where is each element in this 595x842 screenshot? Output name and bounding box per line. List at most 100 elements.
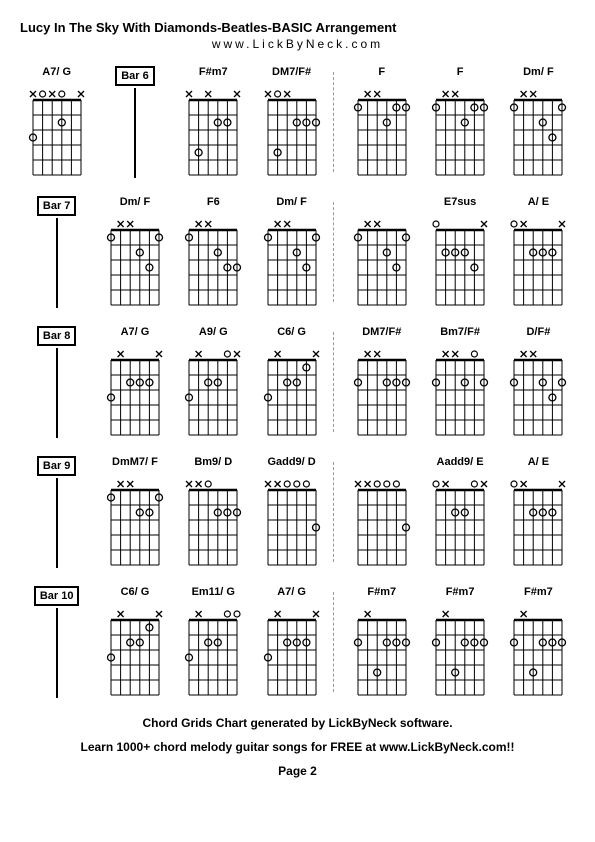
chord-name: DM7/F# bbox=[255, 66, 328, 80]
chord-diagram bbox=[430, 212, 490, 307]
chord-diagram bbox=[262, 342, 322, 437]
chord-cell: D/F# bbox=[502, 326, 575, 437]
chord-name: Gadd9/ D bbox=[255, 456, 328, 470]
chord-name bbox=[345, 456, 418, 470]
chord-name: C6/ G bbox=[98, 586, 171, 600]
chord-cell: Dm/ F bbox=[502, 66, 575, 177]
chord-name: A7/ G bbox=[255, 586, 328, 600]
chord-name: Aadd9/ E bbox=[423, 456, 496, 470]
chord-cell bbox=[345, 196, 418, 307]
chord-diagram bbox=[183, 342, 243, 437]
beat-spacer bbox=[333, 202, 340, 302]
chord-cell: Bm7/F# bbox=[423, 326, 496, 437]
chord-diagram bbox=[105, 602, 165, 697]
chord-cell: F bbox=[423, 66, 496, 177]
chord-diagram bbox=[105, 472, 165, 567]
bar-label: Bar 6 bbox=[115, 66, 155, 86]
chord-name: Bm9/ D bbox=[177, 456, 250, 470]
chord-diagram bbox=[508, 82, 568, 177]
chord-diagram bbox=[262, 82, 322, 177]
chord-diagram bbox=[183, 212, 243, 307]
chord-cell: C6/ G bbox=[98, 586, 171, 697]
bar-label: Bar 9 bbox=[37, 456, 77, 476]
chord-name: A7/ G bbox=[98, 326, 171, 340]
chord-name: F bbox=[345, 66, 418, 80]
chord-diagram bbox=[262, 472, 322, 567]
chord-cell: F6 bbox=[177, 196, 250, 307]
page-title: Lucy In The Sky With Diamonds-Beatles-BA… bbox=[20, 20, 575, 35]
chord-diagram bbox=[352, 472, 412, 567]
chord-cell: F#m7 bbox=[345, 586, 418, 697]
chord-diagram bbox=[27, 82, 87, 177]
chord-cell: A/ E bbox=[502, 456, 575, 567]
beat-spacer bbox=[333, 592, 340, 692]
beat-spacer bbox=[333, 72, 340, 172]
chord-rows: A7/ G Bar 6 F#m7 DM7/F# FF Dm/ F Bar 7 Dm/ F F6 D… bbox=[20, 66, 575, 698]
chord-cell: Bm9/ D bbox=[177, 456, 250, 567]
chord-diagram bbox=[508, 342, 568, 437]
bar-line bbox=[56, 478, 58, 568]
chord-cell: DmM7/ F bbox=[98, 456, 171, 567]
chord-cell: A7/ G bbox=[20, 66, 93, 177]
bar-line bbox=[56, 348, 58, 438]
footer-line1: Chord Grids Chart generated by LickByNec… bbox=[20, 716, 575, 730]
chord-row: A7/ G Bar 6 F#m7 DM7/F# FF Dm/ F bbox=[20, 66, 575, 178]
chord-diagram bbox=[352, 342, 412, 437]
chord-cell: A/ E bbox=[502, 196, 575, 307]
chord-row: Bar 9 DmM7/ F Bm9/ D Gadd9/ D Aadd9/ E A/ E bbox=[20, 456, 575, 568]
bar-marker: Bar 6 bbox=[98, 66, 171, 178]
bar-marker: Bar 7 bbox=[20, 196, 93, 308]
chord-name: DmM7/ F bbox=[98, 456, 171, 470]
chord-cell: E7sus bbox=[423, 196, 496, 307]
footer-line2: Learn 1000+ chord melody guitar songs fo… bbox=[20, 740, 575, 754]
chord-name: D/F# bbox=[502, 326, 575, 340]
chord-name: E7sus bbox=[423, 196, 496, 210]
bar-line bbox=[56, 218, 58, 308]
chord-cell: F#m7 bbox=[423, 586, 496, 697]
bar-label: Bar 10 bbox=[34, 586, 80, 606]
chord-diagram bbox=[352, 212, 412, 307]
chord-diagram bbox=[183, 472, 243, 567]
chord-name: A7/ G bbox=[20, 66, 93, 80]
chord-diagram bbox=[183, 82, 243, 177]
chord-name: F bbox=[423, 66, 496, 80]
chord-cell: C6/ G bbox=[255, 326, 328, 437]
chord-name: Dm/ F bbox=[98, 196, 171, 210]
chord-cell: A7/ G bbox=[98, 326, 171, 437]
bar-line bbox=[56, 608, 58, 698]
chord-name: Dm/ F bbox=[502, 66, 575, 80]
chord-cell bbox=[345, 456, 418, 567]
chord-diagram bbox=[430, 342, 490, 437]
chord-name: A/ E bbox=[502, 456, 575, 470]
chord-diagram bbox=[508, 212, 568, 307]
chord-diagram bbox=[183, 602, 243, 697]
chord-diagram bbox=[352, 602, 412, 697]
chord-name: F#m7 bbox=[177, 66, 250, 80]
chord-row: Bar 10C6/ GEm11/ GA7/ GF#m7F#m7F#m7 bbox=[20, 586, 575, 698]
chord-cell: Aadd9/ E bbox=[423, 456, 496, 567]
chord-name: Bm7/F# bbox=[423, 326, 496, 340]
chord-name bbox=[345, 196, 418, 210]
chord-cell: Gadd9/ D bbox=[255, 456, 328, 567]
chord-name: F#m7 bbox=[423, 586, 496, 600]
chord-diagram bbox=[430, 82, 490, 177]
chord-cell: Dm/ F bbox=[255, 196, 328, 307]
chord-cell: F bbox=[345, 66, 418, 177]
chord-name: Dm/ F bbox=[255, 196, 328, 210]
chord-name: DM7/F# bbox=[345, 326, 418, 340]
chord-diagram bbox=[105, 212, 165, 307]
beat-spacer bbox=[333, 462, 340, 562]
chord-row: Bar 8A7/ GA9/ GC6/ GDM7/F#Bm7/F#D/F# bbox=[20, 326, 575, 438]
chord-cell: F#m7 bbox=[502, 586, 575, 697]
chord-diagram bbox=[430, 472, 490, 567]
chord-cell: Dm/ F bbox=[98, 196, 171, 307]
bar-marker: Bar 9 bbox=[20, 456, 93, 568]
chord-diagram bbox=[430, 602, 490, 697]
chord-name: A9/ G bbox=[177, 326, 250, 340]
chord-cell: A7/ G bbox=[255, 586, 328, 697]
chord-name: A/ E bbox=[502, 196, 575, 210]
chord-cell: A9/ G bbox=[177, 326, 250, 437]
page-subtitle: www.LickByNeck.com bbox=[20, 37, 575, 51]
chord-diagram bbox=[508, 602, 568, 697]
chord-diagram bbox=[352, 82, 412, 177]
